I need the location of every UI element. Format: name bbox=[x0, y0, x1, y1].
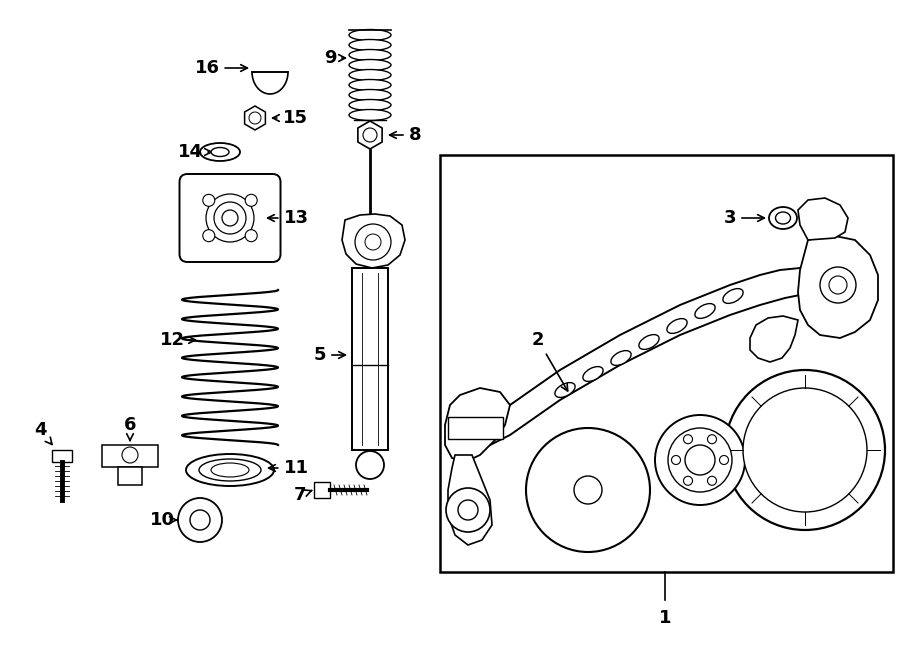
Circle shape bbox=[725, 370, 885, 530]
Circle shape bbox=[356, 451, 384, 479]
Ellipse shape bbox=[667, 319, 687, 333]
Circle shape bbox=[365, 234, 381, 250]
Ellipse shape bbox=[349, 40, 391, 50]
Ellipse shape bbox=[199, 459, 261, 481]
Circle shape bbox=[829, 276, 847, 294]
Text: 1: 1 bbox=[659, 609, 671, 627]
Ellipse shape bbox=[349, 89, 391, 100]
Circle shape bbox=[685, 445, 715, 475]
Ellipse shape bbox=[211, 463, 249, 477]
Ellipse shape bbox=[349, 50, 391, 61]
Polygon shape bbox=[750, 316, 798, 362]
Text: 4: 4 bbox=[34, 421, 52, 444]
Circle shape bbox=[458, 500, 478, 520]
Polygon shape bbox=[798, 198, 848, 240]
Bar bbox=[448, 417, 503, 439]
Text: 7: 7 bbox=[293, 486, 312, 504]
Text: 14: 14 bbox=[177, 143, 212, 161]
Circle shape bbox=[574, 476, 602, 504]
Circle shape bbox=[214, 202, 246, 234]
Text: 8: 8 bbox=[390, 126, 421, 144]
Ellipse shape bbox=[349, 30, 391, 40]
Ellipse shape bbox=[583, 367, 603, 381]
Circle shape bbox=[178, 498, 222, 542]
Circle shape bbox=[202, 194, 215, 206]
Circle shape bbox=[245, 229, 257, 242]
Circle shape bbox=[202, 229, 215, 242]
Circle shape bbox=[363, 128, 377, 142]
Circle shape bbox=[245, 194, 257, 206]
Ellipse shape bbox=[639, 334, 659, 350]
Ellipse shape bbox=[349, 59, 391, 71]
Ellipse shape bbox=[723, 289, 743, 303]
Bar bbox=[102, 445, 158, 467]
Circle shape bbox=[206, 194, 254, 242]
Text: 9: 9 bbox=[324, 49, 346, 67]
Text: 3: 3 bbox=[724, 209, 764, 227]
Polygon shape bbox=[342, 214, 405, 268]
Circle shape bbox=[820, 267, 856, 303]
Circle shape bbox=[446, 488, 490, 532]
Ellipse shape bbox=[349, 69, 391, 81]
Circle shape bbox=[719, 455, 728, 465]
Circle shape bbox=[683, 477, 692, 485]
Circle shape bbox=[122, 447, 138, 463]
Ellipse shape bbox=[611, 350, 631, 366]
Text: 11: 11 bbox=[268, 459, 309, 477]
Circle shape bbox=[355, 224, 391, 260]
Circle shape bbox=[668, 428, 732, 492]
Text: 13: 13 bbox=[267, 209, 309, 227]
Bar bbox=[118, 467, 142, 485]
Polygon shape bbox=[445, 388, 510, 462]
Polygon shape bbox=[448, 455, 492, 545]
Ellipse shape bbox=[186, 454, 274, 486]
Bar bbox=[52, 450, 72, 462]
Ellipse shape bbox=[349, 79, 391, 91]
Circle shape bbox=[249, 112, 261, 124]
Text: 2: 2 bbox=[532, 331, 568, 391]
Circle shape bbox=[743, 388, 867, 512]
Ellipse shape bbox=[349, 100, 391, 110]
Circle shape bbox=[707, 435, 716, 444]
Polygon shape bbox=[455, 268, 810, 460]
Circle shape bbox=[526, 428, 650, 552]
Text: 16: 16 bbox=[194, 59, 248, 77]
Circle shape bbox=[655, 415, 745, 505]
FancyBboxPatch shape bbox=[179, 174, 281, 262]
Ellipse shape bbox=[211, 147, 229, 157]
Text: 12: 12 bbox=[159, 331, 195, 349]
Text: 15: 15 bbox=[273, 109, 308, 127]
Text: 5: 5 bbox=[314, 346, 346, 364]
Ellipse shape bbox=[769, 207, 797, 229]
Polygon shape bbox=[245, 106, 266, 130]
Polygon shape bbox=[798, 235, 878, 338]
Ellipse shape bbox=[695, 303, 716, 319]
Text: 10: 10 bbox=[149, 511, 177, 529]
Circle shape bbox=[671, 455, 680, 465]
Circle shape bbox=[222, 210, 238, 226]
Circle shape bbox=[683, 435, 692, 444]
Circle shape bbox=[707, 477, 716, 485]
Bar bbox=[314, 482, 330, 498]
Bar bbox=[352, 268, 388, 450]
Ellipse shape bbox=[200, 143, 240, 161]
Ellipse shape bbox=[776, 212, 790, 224]
Polygon shape bbox=[252, 72, 288, 94]
Ellipse shape bbox=[349, 110, 391, 120]
Text: 6: 6 bbox=[124, 416, 136, 440]
Bar bbox=[440, 155, 893, 572]
Polygon shape bbox=[358, 121, 382, 149]
Circle shape bbox=[190, 510, 210, 530]
Ellipse shape bbox=[555, 383, 575, 397]
